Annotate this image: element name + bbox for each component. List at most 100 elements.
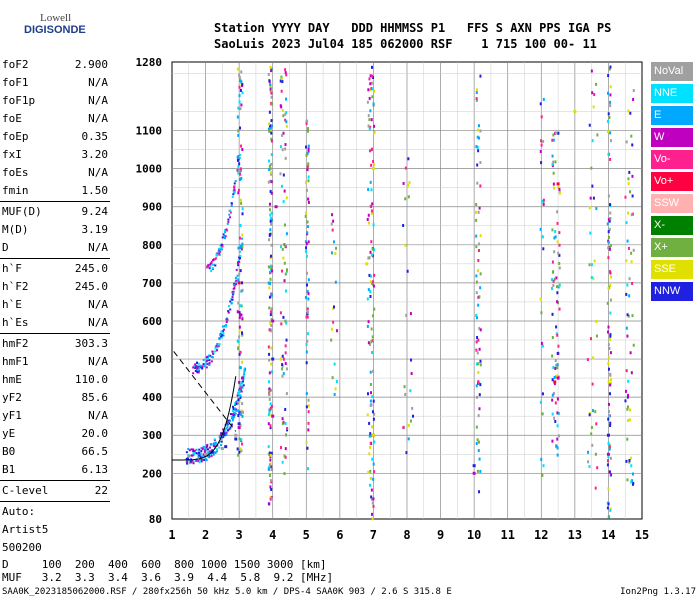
echo-pixel	[269, 256, 272, 260]
echo-pixel	[593, 93, 596, 97]
echo-pixel	[368, 256, 371, 260]
echo-pixel	[606, 301, 609, 305]
echo-pixel	[270, 119, 273, 123]
param-name: foF2	[2, 58, 29, 71]
echo-pixel	[558, 262, 561, 266]
echo-pixel	[366, 217, 369, 221]
echo-pixel	[609, 421, 612, 425]
param-row: foEs N/A	[0, 164, 112, 182]
echo-pixel	[540, 143, 543, 147]
echo-pixel	[284, 344, 287, 348]
echo-pixel	[284, 351, 287, 355]
echo-pixel	[369, 383, 372, 387]
echo-pixel	[373, 307, 376, 311]
echo-pixel	[239, 447, 242, 451]
x-tick-label: 5	[303, 528, 310, 542]
legend-item-noval: NoVal	[651, 62, 693, 81]
echo-pixel	[269, 282, 272, 286]
echo-pixel	[627, 394, 630, 398]
x-tick-label: 2	[202, 528, 209, 542]
echo-pixel	[282, 357, 285, 361]
echo-pixel	[630, 213, 633, 217]
echo-pixel	[552, 160, 555, 164]
echo-pixel	[282, 114, 285, 118]
echo-pixel	[267, 281, 270, 285]
echo-pixel	[220, 432, 223, 435]
echo-pixel	[306, 129, 309, 133]
echo-pixel	[305, 343, 308, 347]
echo-pixel	[240, 103, 243, 107]
echo-pixel	[270, 124, 273, 128]
echo-pixel	[220, 440, 223, 443]
echo-pixel	[284, 147, 287, 151]
echo-pixel	[215, 450, 218, 453]
echo-pixel	[609, 65, 612, 69]
echo-pixel	[231, 413, 234, 416]
echo-pixel	[553, 186, 556, 190]
echo-pixel	[236, 399, 239, 403]
echo-pixel	[372, 369, 375, 373]
logo-line2: DIGISONDE	[24, 24, 86, 36]
legend-item-x-: X+	[651, 238, 693, 257]
param-row: h`F2 245.0	[0, 278, 112, 296]
echo-pixel	[267, 445, 270, 449]
echo-pixel	[234, 412, 237, 415]
echo-pixel	[239, 412, 242, 416]
echo-pixel	[239, 304, 242, 308]
echo-pixel	[558, 191, 561, 195]
echo-pixel	[587, 450, 590, 454]
echo-pixel	[222, 233, 225, 236]
param-value: 1.50	[81, 184, 109, 197]
echo-pixel	[194, 365, 197, 368]
echo-pixel	[552, 279, 555, 283]
echo-pixel	[231, 195, 234, 198]
echo-pixel	[610, 275, 613, 279]
echo-pixel	[268, 168, 271, 172]
echo-pixel	[217, 250, 220, 253]
echo-pixel	[542, 247, 545, 251]
echo-pixel	[555, 325, 558, 329]
echo-pixel	[269, 458, 272, 462]
echo-pixel	[554, 367, 557, 371]
echo-pixel	[224, 430, 227, 433]
echo-pixel	[631, 281, 634, 285]
echo-pixel	[479, 328, 482, 332]
y-tick-label: 900	[142, 201, 162, 214]
echo-pixel	[592, 277, 595, 281]
y-tick-label: 200	[142, 467, 162, 480]
param-value: N/A	[88, 112, 108, 125]
echo-pixel	[478, 242, 481, 246]
echo-pixel	[218, 446, 221, 449]
echo-pixel	[270, 323, 273, 327]
echo-pixel	[371, 425, 374, 429]
echo-pixel	[237, 264, 240, 267]
param-name: foEp	[2, 130, 29, 143]
echo-pixel	[478, 136, 481, 140]
echo-pixel	[305, 145, 308, 149]
echo-pixel	[478, 295, 481, 299]
echo-pixel	[540, 311, 543, 315]
echo-pixel	[371, 497, 374, 501]
data-point-w	[472, 471, 476, 475]
echo-pixel	[606, 130, 609, 134]
echo-pixel	[219, 244, 222, 247]
data-point-nnw	[237, 422, 241, 426]
echo-pixel	[269, 313, 272, 317]
echo-pixel	[238, 73, 241, 77]
echo-pixel	[609, 381, 612, 385]
param-name: yF2	[2, 391, 22, 404]
echo-pixel	[212, 351, 215, 354]
echo-pixel	[210, 355, 213, 358]
ionogram-chart: 1 2 3 4 5 6 7 8 9 10 11 12 13 14 158020030040050060070…	[136, 56, 650, 542]
echo-pixel	[216, 448, 219, 451]
echo-pixel	[591, 382, 594, 386]
param-value: N/A	[88, 166, 108, 179]
echo-pixel	[307, 144, 310, 148]
param-value: 245.0	[74, 280, 108, 293]
echo-pixel	[238, 437, 241, 441]
echo-pixel	[369, 280, 372, 284]
echo-pixel	[193, 449, 196, 452]
echo-pixel	[214, 258, 217, 261]
echo-pixel	[333, 392, 336, 396]
echo-pixel	[539, 150, 542, 154]
